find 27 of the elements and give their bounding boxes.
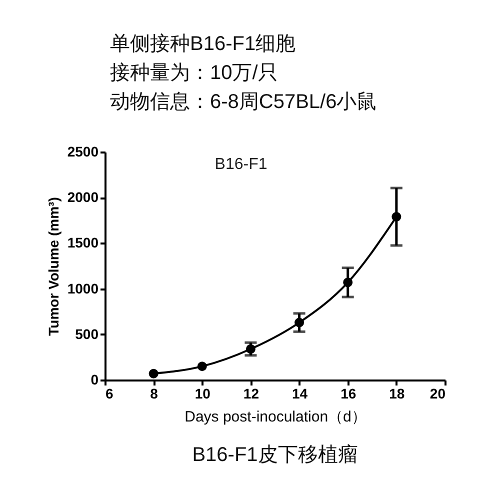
text: 接种量为：10万/只: [110, 62, 278, 84]
y-tick-label: 0: [90, 372, 99, 388]
y-tick-label: 2500: [67, 144, 99, 160]
x-tick-label: 20: [430, 386, 446, 402]
point: [197, 362, 207, 372]
x-tick-label: 16: [340, 386, 356, 402]
point: [392, 212, 402, 222]
chart-title: B16-F1: [214, 156, 268, 173]
y-tick-label: 500: [75, 326, 99, 342]
x-axis-title: Days post-inoculation（d）: [184, 408, 366, 426]
text: B16-F1皮下移植瘤: [192, 444, 358, 466]
text: 单侧接种B16-F1细胞: [110, 33, 296, 55]
x-tick-label: 18: [389, 386, 405, 402]
x-tick-label: 12: [243, 386, 260, 402]
x-tick-label: 10: [194, 386, 211, 402]
point: [148, 368, 158, 378]
x-tick-label: 8: [150, 386, 158, 402]
y-tick-label: 1000: [67, 280, 99, 296]
text: 动物信息：6-8周C57BL/6小鼠: [110, 91, 377, 113]
x-tick-label: 6: [106, 386, 114, 402]
y-tick-label: 1500: [67, 234, 99, 251]
x-tick-label: 14: [292, 386, 308, 402]
y-axis-title: Tumor Volume (mm³): [45, 197, 62, 336]
point: [294, 318, 304, 328]
y-tick-label: 2000: [67, 189, 99, 206]
point: [246, 344, 256, 354]
point: [343, 278, 353, 288]
